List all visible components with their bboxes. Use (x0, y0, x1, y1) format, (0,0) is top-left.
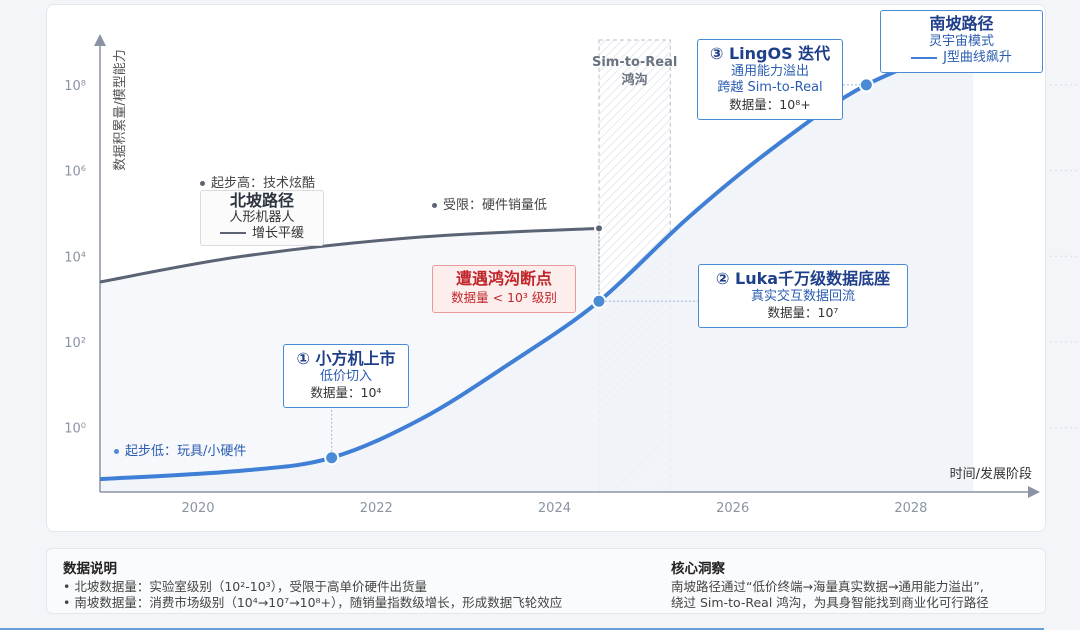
north-series-line (99, 226, 600, 284)
gap-label-1: Sim-to-Real (592, 55, 677, 70)
south-legend-text: J型曲线飙升 (943, 50, 1012, 66)
milestone-dot (591, 293, 607, 309)
milestone-dot (858, 77, 874, 93)
milestone-3-box: ③ LingOS 迭代 通用能力溢出 跨越 Sim-to-Real 数据量：10… (697, 39, 843, 120)
south-start-note-text: 起步低：玩具/小硬件 (125, 444, 247, 459)
milestone-1-sub: 低价切入 (319, 369, 372, 384)
legend-line-icon (219, 232, 246, 235)
milestone-3-title: ③ LingOS 迭代 (709, 44, 831, 63)
gap-label-2: 鸿沟 (622, 72, 648, 88)
milestone-dot (324, 450, 340, 466)
south-path-title: 南坡路径 (929, 14, 994, 33)
milestone-dot (594, 223, 605, 234)
insight-line-1: 南坡路径通过“低价终端→海量真实数据→通用能力溢出”, (671, 579, 984, 594)
milestone-3-data: 数据量：10⁸+ (729, 96, 811, 112)
bullet-icon (114, 449, 119, 454)
north-path-title: 北坡路径 (229, 191, 294, 210)
milestone-2-box: ② Luka千万级数据底座 真实交互数据回流 数据量：10⁷ (698, 264, 908, 328)
y-tick-label: 10⁸ (64, 79, 86, 94)
milestone-2-sub: 真实交互数据回流 (750, 289, 855, 304)
milestone-2-data: 数据量：10⁷ (767, 305, 839, 321)
milestone-1-data: 数据量：10⁴ (310, 385, 382, 401)
x-tick-label: 2022 (360, 501, 393, 516)
data-notes-line-2: • 南坡数据量：消费市场级别（10⁴→10⁷→10⁸+），随销量指数级增长，形成… (63, 595, 563, 610)
x-tick-label: 2020 (181, 501, 214, 516)
y-tick-label: 10⁰ (64, 422, 86, 437)
axes-layer (94, 34, 1040, 498)
north-path-label: 北坡路径 人形机器人 增长平缓 (200, 190, 324, 246)
south-path-sub: 灵宇宙模式 (928, 34, 994, 49)
insight-line-2: 绕过 Sim-to-Real 鸿沟，为具身智能找到商业化可行路径 (671, 595, 989, 610)
north-path-legend: 增长平缓 (201, 226, 323, 242)
data-notes-title: 数据说明 (63, 561, 117, 577)
south-path-legend: J型曲线飙升 (881, 50, 1042, 66)
north-limit-note: 受限：硬件销量低 (432, 194, 547, 213)
milestone-3-sub2: 跨越 Sim-to-Real (717, 80, 823, 96)
north-limit-note-text: 受限：硬件销量低 (443, 198, 548, 213)
north-legend-text: 增长平缓 (251, 225, 304, 241)
south-start-note: 起步低：玩具/小硬件 (114, 440, 246, 459)
north-start-note: 起步高：技术炫酷 (200, 172, 315, 191)
y-tick-label: 10⁶ (64, 165, 86, 180)
data-notes-line-1: • 北坡数据量：实验室级别（10²-10³），受限于高单价硬件出货量 (63, 579, 427, 594)
x-axis-label: 时间/发展阶段 (950, 466, 1032, 482)
insight-title: 核心洞察 (671, 561, 725, 577)
north-start-note-text: 起步高：技术炫酷 (211, 176, 316, 191)
y-axis-label: 数据积累量/模型能力 (113, 49, 128, 170)
x-tick-label: 2026 (716, 501, 749, 516)
tick-label-layer: 10⁰ 10² 10⁴ 10⁶ 10⁸ 2020 2022 2024 2026 2028 时间/发展… (64, 49, 1032, 516)
x-tick-label: 2028 (894, 501, 927, 516)
milestone-1-box: ① 小方机上市 低价切入 数据量：10⁴ (283, 344, 409, 408)
breakpoint-label: 遭遇鸿沟断点 数据量 < 10³ 级别 (432, 265, 576, 313)
bullet-icon (200, 181, 205, 186)
milestone-1-title: ① 小方机上市 (296, 349, 396, 368)
milestone-3-sub1: 通用能力溢出 (730, 64, 809, 79)
south-path-label: 南坡路径 灵宇宙模式 J型曲线飙升 (880, 10, 1043, 73)
bottom-notes-panel: 数据说明 • 北坡数据量：实验室级别（10²-10³），受限于高单价硬件出货量 … (46, 548, 1046, 614)
y-tick-label: 10⁴ (64, 250, 86, 265)
milestone-2-title: ② Luka千万级数据底座 (715, 269, 891, 288)
footer-rule (0, 628, 1044, 630)
bullet-icon (432, 203, 437, 208)
breakpoint-title: 遭遇鸿沟断点 (455, 269, 552, 288)
breakpoint-sub: 数据量 < 10³ 级别 (451, 289, 557, 305)
y-tick-label: 10² (64, 336, 86, 351)
x-tick-label: 2024 (538, 501, 571, 516)
milestone-layer (324, 77, 874, 466)
north-path-sub: 人形机器人 (229, 210, 295, 226)
legend-line-icon (911, 56, 938, 59)
grid-layer (1050, 84, 1078, 429)
south-area-fill (100, 42, 974, 492)
